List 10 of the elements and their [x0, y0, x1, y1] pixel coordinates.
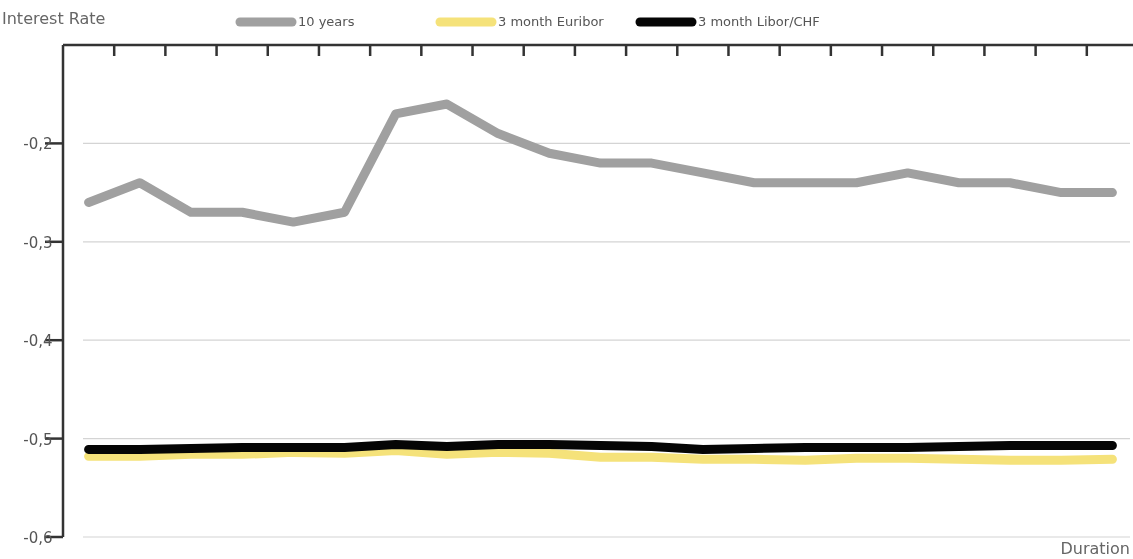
y-axis-title: Interest Rate: [2, 9, 106, 28]
legend-label: 10 years: [298, 14, 355, 29]
x-axis-title: Duration: [1060, 539, 1130, 558]
y-tick-label: -0,3: [23, 233, 53, 252]
legend-label: 3 month Libor/CHF: [698, 14, 820, 29]
y-tick-label: -0,2: [23, 135, 53, 154]
y-tick-label: -0,5: [23, 430, 53, 449]
legend-label: 3 month Euribor: [498, 14, 605, 29]
y-tick-label: -0,4: [23, 332, 53, 351]
y-tick-label: -0,6: [23, 529, 53, 547]
